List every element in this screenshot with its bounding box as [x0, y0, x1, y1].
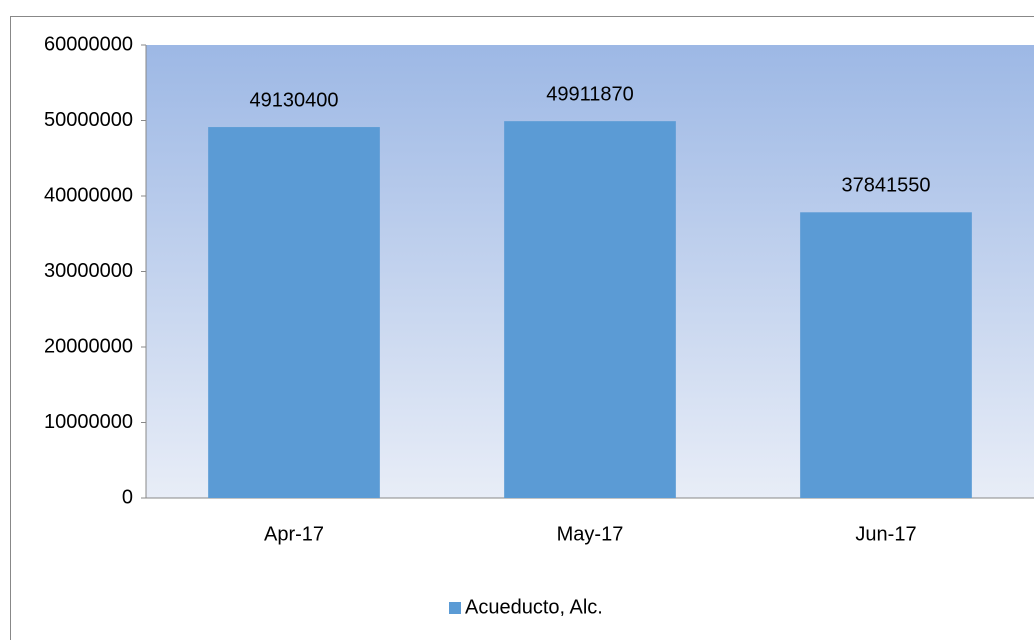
- x-tick-label: May-17: [557, 523, 624, 545]
- legend-swatch: [449, 602, 461, 614]
- y-tick-label: 20000000: [44, 335, 133, 357]
- y-tick-label: 50000000: [44, 109, 133, 131]
- data-label: 49911870: [546, 83, 634, 105]
- y-tick-label: 10000000: [44, 411, 133, 433]
- bar: [208, 127, 380, 498]
- y-tick-label: 40000000: [44, 184, 133, 206]
- y-tick-label: 0: [122, 486, 133, 508]
- y-tick-label: 60000000: [44, 33, 133, 55]
- bar: [800, 212, 972, 498]
- bar: [504, 121, 676, 499]
- x-tick-label: Apr-17: [264, 523, 324, 545]
- y-tick-label: 30000000: [44, 260, 133, 282]
- data-label: 49130400: [250, 89, 339, 111]
- legend-label: Acueducto, Alc.: [465, 596, 603, 618]
- x-tick-label: Jun-17: [855, 523, 916, 545]
- data-label: 37841550: [842, 175, 931, 197]
